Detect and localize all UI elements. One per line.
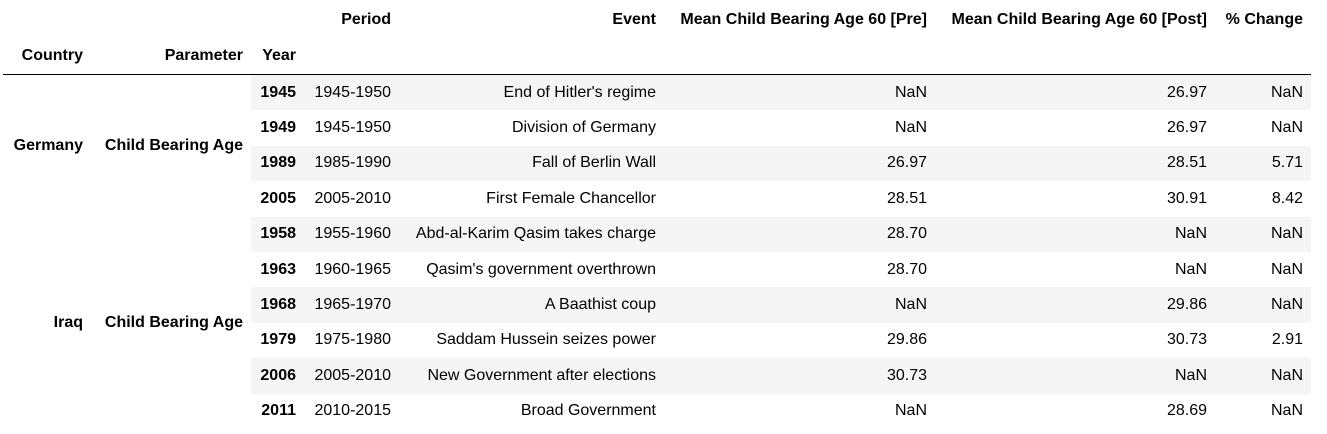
pre-cell: NaN [894,83,927,101]
change-cell: NaN [1270,402,1303,420]
change-cell: 2.91 [1271,331,1303,349]
change-cell: NaN [1270,366,1303,384]
blank-header-cell [304,38,399,75]
year-cell: 2006 [260,366,296,384]
table-body: Germany Child Bearing Age 1945 1945-1950… [3,74,1311,429]
period-cell: 1945-1950 [314,119,391,137]
pre-cell: 29.86 [886,331,927,349]
year-cell: 1945 [260,83,296,101]
column-header-post: Mean Child Bearing Age 60 [Post] [951,11,1207,28]
change-cell: NaN [1270,225,1303,243]
pre-cell: NaN [894,296,927,314]
blank-header-cell [935,38,1215,75]
change-cell: NaN [1270,119,1303,137]
event-cell: Fall of Berlin Wall [532,154,656,172]
blank-header-cell [251,2,304,38]
blank-header-cell [3,2,91,38]
parameter-cell: Child Bearing Age [91,216,251,429]
post-cell: NaN [1174,225,1207,243]
post-cell: NaN [1174,366,1207,384]
event-cell: Abd-al-Karim Qasim takes charge [415,225,656,243]
dataframe-table: Period Event Mean Child Bearing Age 60 [… [3,2,1311,429]
year-cell: 1958 [260,225,296,243]
post-cell: 28.51 [1166,154,1207,172]
event-cell: End of Hitler's regime [503,83,656,101]
year-cell: 1968 [260,296,296,314]
year-cell: 2011 [261,402,296,420]
pre-cell: 30.73 [886,366,927,384]
change-cell: NaN [1270,296,1303,314]
year-cell: 1963 [260,260,296,278]
index-name-row: Country Parameter Year [3,38,1311,75]
pre-cell: NaN [894,119,927,137]
period-cell: 1960-1965 [314,260,391,278]
period-cell: 1955-1960 [314,225,391,243]
country-cell: Germany [3,74,91,217]
post-cell: 30.73 [1166,331,1207,349]
period-cell: 1965-1970 [314,296,391,314]
index-name-country: Country [21,47,83,64]
table-row: Iraq Child Bearing Age 1958 1955-1960 Ab… [3,216,1311,429]
event-cell: First Female Chancellor [486,189,656,207]
blank-header-cell [1215,38,1311,75]
pre-cell: 28.51 [886,189,927,207]
year-cell: 2005 [260,189,296,207]
event-cell: Saddam Hussein seizes power [436,331,656,349]
change-cell: 5.71 [1271,154,1303,172]
post-cell: 26.97 [1166,119,1207,137]
period-cell: 2010-2015 [314,402,391,420]
event-cell: Qasim's government overthrown [426,260,656,278]
year-cell: 1979 [260,331,296,349]
index-name-parameter: Parameter [164,47,243,64]
column-header-change: % Change [1225,11,1303,28]
table-header: Period Event Mean Child Bearing Age 60 [… [3,2,1311,75]
event-cell: Broad Government [520,402,656,420]
period-cell: 2005-2010 [314,189,391,207]
blank-header-cell [91,2,251,38]
change-cell: NaN [1270,83,1303,101]
index-name-year: Year [262,47,296,64]
post-cell: NaN [1174,260,1207,278]
event-cell: New Government after elections [427,366,656,384]
period-cell: 1985-1990 [314,154,391,172]
column-header-pre: Mean Child Bearing Age 60 [Pre] [680,11,927,28]
year-cell: 1989 [260,154,296,172]
column-header-event: Event [612,11,656,28]
pre-cell: 28.70 [886,260,927,278]
post-cell: 30.91 [1166,189,1207,207]
period-cell: 1975-1980 [314,331,391,349]
change-cell: NaN [1270,260,1303,278]
pre-cell: 28.70 [886,225,927,243]
post-cell: 26.97 [1166,83,1207,101]
column-header-row: Period Event Mean Child Bearing Age 60 [… [3,2,1311,38]
post-cell: 28.69 [1166,402,1207,420]
column-header-period: Period [341,11,391,28]
change-cell: 8.42 [1271,189,1303,207]
pre-cell: 26.97 [886,154,927,172]
pre-cell: NaN [894,402,927,420]
table-row: Germany Child Bearing Age 1945 1945-1950… [3,74,1311,217]
country-cell: Iraq [3,216,91,429]
event-cell: Division of Germany [511,119,656,137]
parameter-cell: Child Bearing Age [91,74,251,217]
blank-header-cell [399,38,664,75]
post-cell: 29.86 [1166,296,1207,314]
year-cell: 1949 [260,119,296,137]
period-cell: 2005-2010 [314,366,391,384]
event-cell: A Baathist coup [544,296,656,314]
blank-header-cell [664,38,935,75]
period-cell: 1945-1950 [314,83,391,101]
